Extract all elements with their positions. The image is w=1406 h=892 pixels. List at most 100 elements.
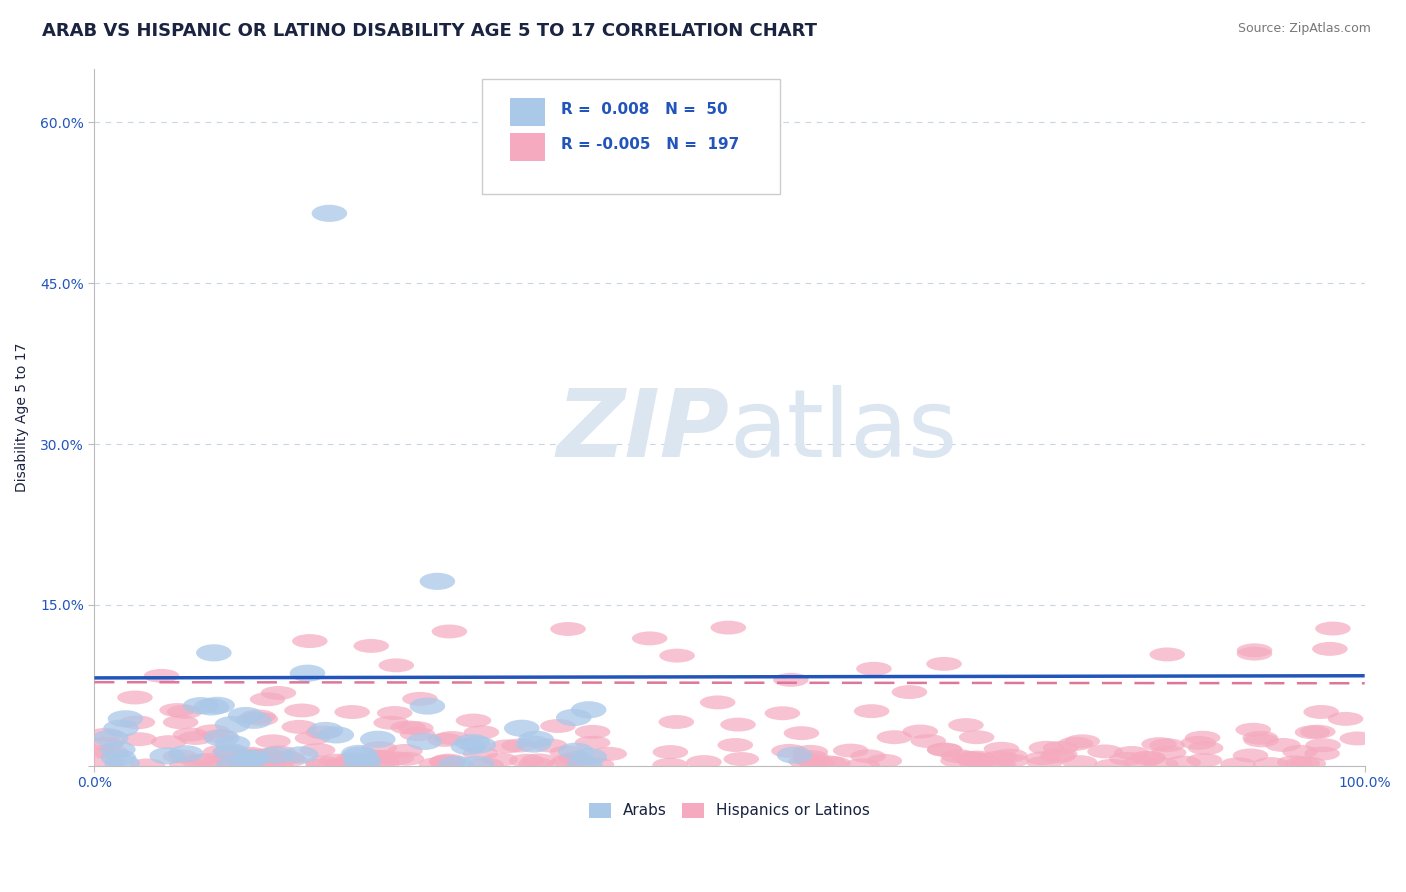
Ellipse shape: [547, 757, 582, 772]
Ellipse shape: [994, 754, 1029, 767]
Ellipse shape: [319, 754, 354, 768]
Ellipse shape: [409, 698, 446, 714]
Ellipse shape: [941, 749, 976, 763]
Ellipse shape: [292, 634, 328, 648]
Ellipse shape: [364, 756, 399, 771]
Ellipse shape: [229, 753, 264, 770]
Ellipse shape: [1152, 746, 1187, 760]
Ellipse shape: [1087, 745, 1123, 758]
Ellipse shape: [1265, 738, 1301, 752]
Ellipse shape: [159, 703, 195, 717]
Ellipse shape: [271, 753, 307, 767]
Ellipse shape: [765, 706, 800, 720]
Ellipse shape: [194, 724, 231, 739]
Ellipse shape: [456, 714, 491, 728]
Ellipse shape: [454, 734, 491, 751]
Ellipse shape: [121, 732, 156, 746]
Ellipse shape: [550, 746, 585, 759]
Ellipse shape: [101, 749, 136, 766]
Ellipse shape: [458, 756, 495, 772]
FancyBboxPatch shape: [510, 133, 546, 161]
Ellipse shape: [1312, 642, 1348, 656]
Ellipse shape: [959, 731, 994, 744]
Ellipse shape: [482, 753, 517, 766]
Ellipse shape: [232, 747, 267, 761]
Ellipse shape: [550, 622, 586, 636]
Ellipse shape: [100, 741, 135, 758]
Ellipse shape: [104, 755, 139, 772]
Ellipse shape: [240, 709, 276, 723]
Ellipse shape: [169, 757, 205, 772]
Ellipse shape: [229, 756, 264, 770]
Ellipse shape: [1130, 750, 1166, 764]
Ellipse shape: [519, 731, 554, 747]
Ellipse shape: [1042, 747, 1077, 761]
Ellipse shape: [232, 750, 269, 767]
Ellipse shape: [468, 758, 503, 772]
Ellipse shape: [1303, 705, 1339, 719]
Legend: Arabs, Hispanics or Latinos: Arabs, Hispanics or Latinos: [583, 797, 876, 824]
Ellipse shape: [256, 734, 291, 748]
Ellipse shape: [336, 755, 373, 768]
Ellipse shape: [391, 721, 426, 734]
Ellipse shape: [1282, 745, 1317, 759]
Ellipse shape: [163, 749, 198, 764]
Ellipse shape: [295, 731, 330, 745]
Ellipse shape: [163, 715, 198, 729]
Ellipse shape: [911, 734, 946, 748]
Ellipse shape: [773, 673, 808, 687]
Ellipse shape: [489, 739, 524, 754]
Ellipse shape: [1123, 755, 1160, 769]
Ellipse shape: [215, 735, 250, 752]
Ellipse shape: [927, 657, 962, 671]
Ellipse shape: [143, 669, 180, 683]
Ellipse shape: [571, 748, 607, 765]
Ellipse shape: [927, 743, 963, 756]
Ellipse shape: [429, 755, 464, 769]
Ellipse shape: [439, 756, 474, 773]
Ellipse shape: [283, 747, 319, 764]
Ellipse shape: [464, 725, 499, 739]
Ellipse shape: [202, 730, 238, 743]
Ellipse shape: [361, 741, 396, 756]
Ellipse shape: [877, 731, 912, 744]
Ellipse shape: [245, 754, 280, 768]
Ellipse shape: [419, 757, 454, 772]
Ellipse shape: [948, 718, 984, 732]
Ellipse shape: [652, 745, 688, 759]
Ellipse shape: [432, 624, 467, 639]
Ellipse shape: [793, 753, 828, 767]
Ellipse shape: [77, 745, 112, 758]
Ellipse shape: [1243, 731, 1278, 745]
Ellipse shape: [228, 707, 263, 724]
Ellipse shape: [575, 736, 610, 749]
Ellipse shape: [89, 737, 124, 751]
Ellipse shape: [305, 756, 340, 770]
Ellipse shape: [522, 754, 557, 767]
Ellipse shape: [195, 644, 232, 661]
Ellipse shape: [503, 720, 540, 737]
Ellipse shape: [103, 720, 139, 737]
Ellipse shape: [429, 756, 465, 769]
Ellipse shape: [519, 757, 554, 771]
Ellipse shape: [93, 746, 129, 759]
Ellipse shape: [1301, 724, 1336, 739]
Ellipse shape: [430, 754, 467, 768]
Ellipse shape: [150, 735, 187, 749]
Ellipse shape: [235, 748, 270, 763]
Ellipse shape: [1295, 725, 1330, 739]
Ellipse shape: [451, 738, 486, 756]
Ellipse shape: [567, 756, 603, 772]
Ellipse shape: [335, 752, 371, 766]
Ellipse shape: [540, 719, 575, 733]
Ellipse shape: [700, 696, 735, 709]
Ellipse shape: [200, 697, 235, 714]
Ellipse shape: [1114, 746, 1150, 760]
Ellipse shape: [686, 755, 721, 769]
Ellipse shape: [374, 715, 409, 730]
Ellipse shape: [555, 709, 592, 726]
Ellipse shape: [710, 621, 747, 634]
Ellipse shape: [194, 698, 229, 715]
Ellipse shape: [776, 747, 813, 764]
Ellipse shape: [204, 730, 239, 747]
